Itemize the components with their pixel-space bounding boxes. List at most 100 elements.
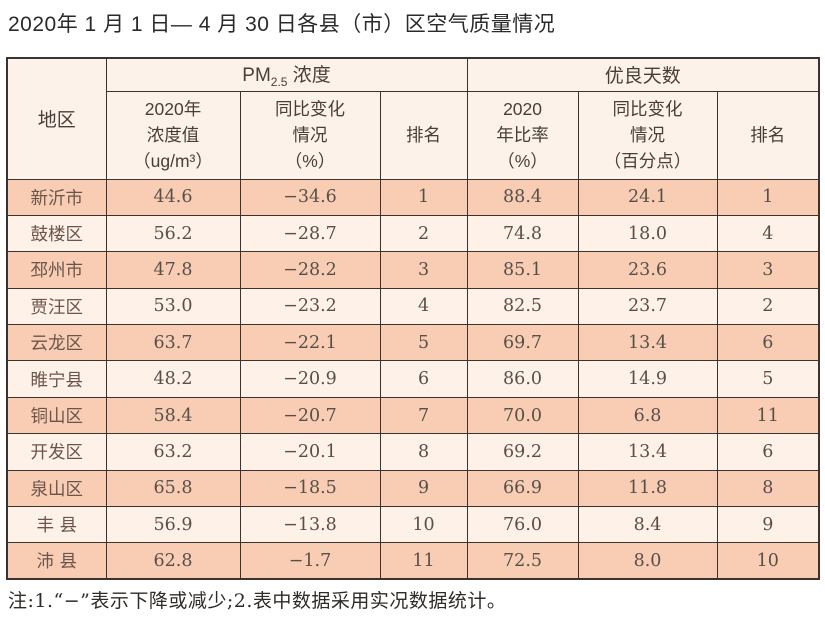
region-cell: 鼓楼区 [6, 214, 107, 253]
region-cell: 新沂市 [6, 178, 107, 216]
table-row: 鼓楼区 56.2 −28.7 2 74.8 18.0 4 [6, 214, 820, 253]
region-cell: 丰 县 [6, 506, 107, 544]
good-rank-cell: 10 [716, 542, 820, 580]
pm-change-cell: −20.7 [239, 396, 381, 435]
pm-change-cell: −22.1 [239, 324, 381, 362]
good-change-cell: 8.0 [577, 542, 718, 580]
header-region: 地区 [6, 57, 107, 180]
pm-value-cell: 63.7 [105, 324, 241, 362]
good-rate-cell: 82.5 [466, 287, 579, 326]
good-change-cell: 14.9 [577, 360, 718, 398]
table-row: 丰 县 56.9 −13.8 10 76.0 8.4 9 [6, 506, 820, 544]
pm-value-cell: 48.2 [105, 360, 241, 398]
pm-rank-cell: 6 [379, 360, 468, 398]
table-row: 贾汪区 53.0 −23.2 4 82.5 23.7 2 [6, 287, 820, 326]
good-rank-cell: 6 [716, 324, 820, 362]
region-cell: 睢宁县 [6, 360, 107, 398]
good-change-cell: 11.8 [577, 469, 718, 508]
pm-change-cell: −18.5 [239, 469, 381, 508]
good-change-cell: 18.0 [577, 214, 718, 253]
table-row: 新沂市 44.6 −34.6 1 88.4 24.1 1 [6, 178, 820, 216]
good-change-cell: 13.4 [577, 324, 718, 362]
table-row: 邳州市 47.8 −28.2 3 85.1 23.6 3 [6, 251, 820, 289]
good-change-cell: 6.8 [577, 396, 718, 435]
table-body: 新沂市 44.6 −34.6 1 88.4 24.1 1 鼓楼区 56.2 −2… [6, 178, 820, 580]
pm-value-cell: 56.9 [105, 506, 241, 544]
table-row: 泉山区 65.8 −18.5 9 66.9 11.8 8 [6, 469, 820, 508]
good-rank-cell: 11 [716, 396, 820, 435]
good-rate-cell: 69.2 [466, 433, 579, 471]
pm-change-cell: −13.8 [239, 506, 381, 544]
header-pm-value: 2020年 浓度值 （ug/m³） [105, 90, 241, 180]
good-rank-cell: 4 [716, 214, 820, 253]
header-good-days-group: 优良天数 [466, 57, 820, 92]
region-cell: 开发区 [6, 433, 107, 471]
pm-value-cell: 65.8 [105, 469, 241, 508]
good-rate-cell: 69.7 [466, 324, 579, 362]
good-rank-cell: 5 [716, 360, 820, 398]
good-rate-cell: 88.4 [466, 178, 579, 216]
good-change-cell: 23.6 [577, 251, 718, 289]
good-rate-cell: 66.9 [466, 469, 579, 508]
footnote: 注:1.“−”表示下降或减少;2.表中数据采用实况数据统计。 [8, 590, 507, 612]
good-change-cell: 24.1 [577, 178, 718, 216]
pm-rank-cell: 4 [379, 287, 468, 326]
good-change-cell: 13.4 [577, 433, 718, 471]
pm-label-subscript: 2.5 [270, 75, 288, 90]
good-change-cell: 8.4 [577, 506, 718, 544]
pm-change-cell: −20.9 [239, 360, 381, 398]
good-rate-cell: 76.0 [466, 506, 579, 544]
good-rate-cell: 85.1 [466, 251, 579, 289]
header-good-rank: 排名 [716, 90, 820, 180]
pm-rank-cell: 7 [379, 396, 468, 435]
pm-rank-cell: 2 [379, 214, 468, 253]
table-row: 沛 县 62.8 −1.7 11 72.5 8.0 10 [6, 542, 820, 580]
pm-change-cell: −23.2 [239, 287, 381, 326]
pm-rank-cell: 11 [379, 542, 468, 580]
region-cell: 铜山区 [6, 396, 107, 435]
good-rank-cell: 8 [716, 469, 820, 508]
pm-label-prefix: PM [242, 65, 271, 87]
good-change-cell: 23.7 [577, 287, 718, 326]
pm-rank-cell: 3 [379, 251, 468, 289]
good-rank-cell: 2 [716, 287, 820, 326]
pm-change-cell: −28.2 [239, 251, 381, 289]
pm-change-cell: −34.6 [239, 178, 381, 216]
table-header: 地区 PM2.5 浓度 优良天数 2020年 浓度值 （ug/m³） 同比变化 … [6, 57, 820, 180]
pm-rank-cell: 9 [379, 469, 468, 508]
region-cell: 云龙区 [6, 324, 107, 362]
header-good-change: 同比变化 情况 （百分点） [577, 90, 718, 180]
pm-rank-cell: 10 [379, 506, 468, 544]
pm-rank-cell: 8 [379, 433, 468, 471]
pm-rank-cell: 5 [379, 324, 468, 362]
good-rank-cell: 1 [716, 178, 820, 216]
table-row: 开发区 63.2 −20.1 8 69.2 13.4 6 [6, 433, 820, 471]
pm-value-cell: 44.6 [105, 178, 241, 216]
pm-value-cell: 53.0 [105, 287, 241, 326]
good-rank-cell: 3 [716, 251, 820, 289]
pm-change-cell: −1.7 [239, 542, 381, 580]
good-rate-cell: 70.0 [466, 396, 579, 435]
pm-value-cell: 62.8 [105, 542, 241, 580]
region-cell: 邳州市 [6, 251, 107, 289]
table-row: 云龙区 63.7 −22.1 5 69.7 13.4 6 [6, 324, 820, 362]
good-rate-cell: 72.5 [466, 542, 579, 580]
pm-label-suffix: 浓度 [287, 65, 331, 87]
table-row: 铜山区 58.4 −20.7 7 70.0 6.8 11 [6, 396, 820, 435]
good-rate-cell: 74.8 [466, 214, 579, 253]
pm-value-cell: 47.8 [105, 251, 241, 289]
header-pm-rank: 排名 [379, 90, 468, 180]
pm-change-cell: −20.1 [239, 433, 381, 471]
pm-value-cell: 58.4 [105, 396, 241, 435]
good-rank-cell: 6 [716, 433, 820, 471]
table-row: 睢宁县 48.2 −20.9 6 86.0 14.9 5 [6, 360, 820, 398]
pm-value-cell: 56.2 [105, 214, 241, 253]
header-good-rate: 2020 年比率 （%） [466, 90, 579, 180]
header-pm-group: PM2.5 浓度 [105, 57, 468, 92]
region-cell: 泉山区 [6, 469, 107, 508]
pm-rank-cell: 1 [379, 178, 468, 216]
page-title: 2020年 1 月 1 日— 4 月 30 日各县（市）区空气质量情况 [8, 13, 556, 36]
good-rank-cell: 9 [716, 506, 820, 544]
region-cell: 沛 县 [6, 542, 107, 580]
